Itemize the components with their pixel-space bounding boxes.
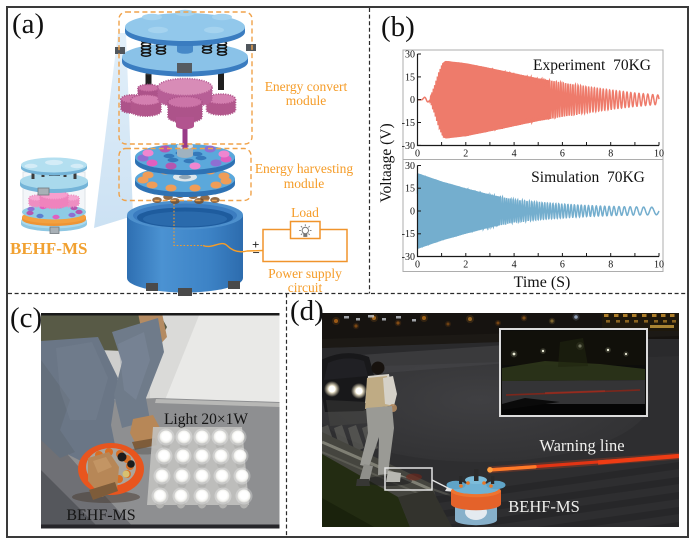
svg-text:2: 2 — [463, 260, 468, 271]
svg-text:-15: -15 — [402, 118, 415, 129]
svg-text:2: 2 — [463, 149, 468, 160]
svg-text:Power supply: Power supply — [268, 266, 342, 281]
svg-text:Simulation 70KG: Simulation 70KG — [531, 169, 645, 186]
svg-text:Light 20×1W: Light 20×1W — [164, 411, 248, 428]
svg-text:module: module — [286, 93, 327, 108]
svg-text:8: 8 — [608, 260, 613, 271]
svg-text:(b): (b) — [381, 11, 415, 43]
svg-text:BEHF-MS: BEHF-MS — [66, 507, 135, 524]
svg-text:Energy harvesting: Energy harvesting — [255, 161, 354, 176]
svg-text:Warning line: Warning line — [539, 436, 624, 455]
svg-text:Voltaage (V): Voltaage (V) — [378, 123, 395, 202]
svg-text:15: 15 — [405, 72, 415, 83]
svg-text:4: 4 — [512, 260, 517, 271]
svg-text:Load: Load — [291, 205, 319, 220]
svg-text:Experiment 70KG: Experiment 70KG — [533, 57, 651, 74]
svg-text:8: 8 — [608, 149, 613, 160]
svg-text:10: 10 — [654, 149, 664, 160]
svg-text:−: − — [253, 245, 260, 260]
svg-text:BEHF-MS: BEHF-MS — [508, 497, 580, 516]
svg-text:circuit: circuit — [288, 280, 323, 295]
svg-text:10: 10 — [654, 260, 664, 271]
svg-text:15: 15 — [405, 184, 415, 195]
svg-text:BEHF-MS: BEHF-MS — [10, 239, 87, 258]
svg-text:Energy convert: Energy convert — [265, 79, 348, 94]
svg-text:0: 0 — [410, 206, 415, 217]
svg-text:6: 6 — [560, 149, 565, 160]
svg-text:0: 0 — [415, 149, 420, 160]
svg-text:0: 0 — [410, 95, 415, 106]
svg-text:module: module — [284, 176, 325, 191]
svg-text:(c): (c) — [10, 302, 42, 334]
svg-text:-30: -30 — [402, 141, 415, 152]
svg-text:Time (S): Time (S) — [514, 274, 571, 291]
svg-text:(a): (a) — [12, 8, 44, 40]
svg-text:-30: -30 — [402, 252, 415, 263]
svg-text:-15: -15 — [402, 229, 415, 240]
svg-text:4: 4 — [512, 149, 517, 160]
svg-text:30: 30 — [405, 161, 415, 172]
svg-text:6: 6 — [560, 260, 565, 271]
svg-text:0: 0 — [415, 260, 420, 271]
svg-text:+: + — [252, 237, 259, 252]
svg-text:(d): (d) — [290, 295, 324, 327]
svg-text:30: 30 — [405, 49, 415, 60]
